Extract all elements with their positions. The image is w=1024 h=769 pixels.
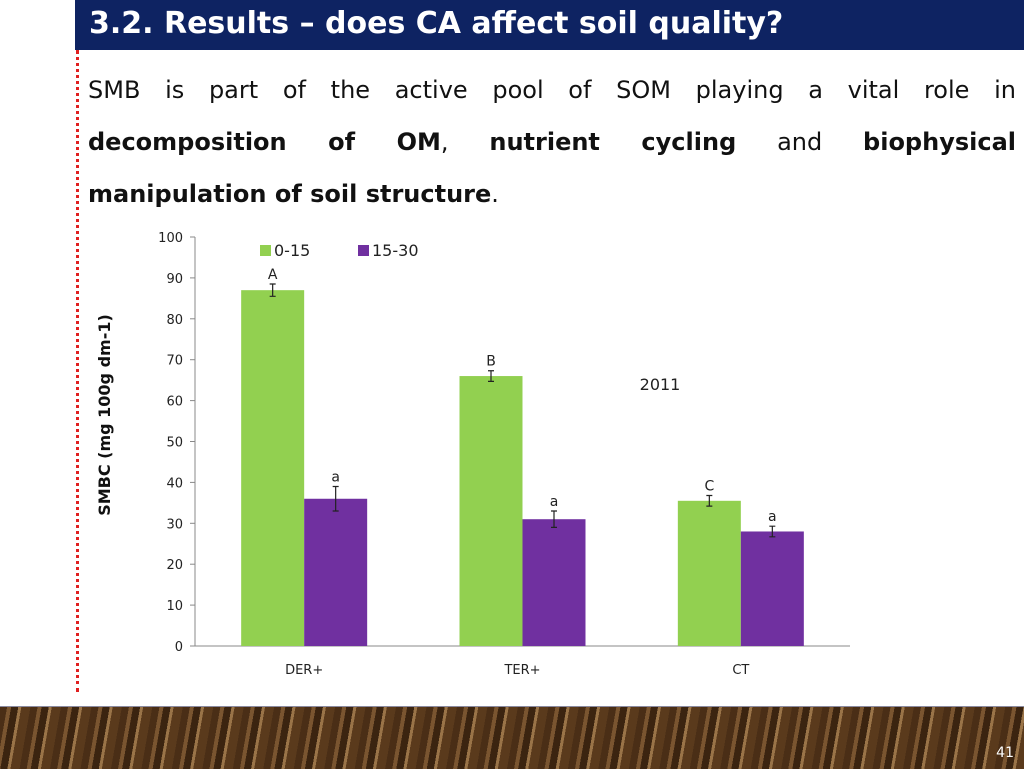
significance-letter: a (550, 494, 559, 510)
bar (241, 290, 305, 646)
bold-phrase: nutrient cycling (489, 128, 737, 156)
legend-swatch (260, 245, 271, 256)
y-tick-label: 40 (166, 476, 183, 491)
bar (304, 498, 368, 646)
significance-letter: A (268, 267, 278, 283)
y-tick-label: 50 (166, 436, 183, 451)
x-tick-label: CT (732, 663, 749, 678)
slide-paragraph: SMB is part of the active pool of SOM pl… (88, 64, 1016, 220)
paragraph-line-3: manipulation of soil structure. (88, 168, 1016, 220)
y-tick-label: 70 (166, 354, 183, 369)
bar (677, 500, 741, 646)
footer-soil-image: 41 (0, 706, 1024, 769)
error-bar (269, 283, 276, 297)
x-tick-label: DER+ (285, 663, 323, 678)
error-bar (769, 525, 776, 538)
bold-phrase: biophysical (863, 128, 1016, 156)
y-axis-label: SMBC (mg 100g dm-1) (95, 314, 114, 516)
bold-phrase: manipulation of soil structure (88, 180, 492, 208)
y-tick-label: 60 (166, 395, 183, 410)
text: . (491, 180, 499, 208)
legend-label: 15-30 (372, 241, 419, 260)
legend-swatch (358, 245, 369, 256)
y-tick-label: 100 (158, 231, 183, 246)
significance-letter: a (331, 469, 340, 485)
error-bar (706, 494, 713, 507)
bar-chart: SMBC (mg 100g dm-1) 0 10 20 30 40 50 60 70 80 90 1… (95, 231, 850, 678)
dotted-divider (76, 50, 79, 692)
x-tick-label: TER+ (503, 663, 540, 678)
slide-title: 3.2. Results – does CA affect soil quali… (89, 6, 784, 41)
y-tick-label: 80 (166, 313, 183, 328)
significance-letter: C (704, 478, 714, 494)
bar (522, 519, 586, 646)
error-bar (488, 370, 494, 382)
bar (459, 376, 523, 646)
y-tick-label: 10 (166, 599, 183, 614)
text: , (440, 128, 449, 156)
y-tick-label: 90 (166, 272, 183, 287)
significance-letter: a (768, 509, 777, 525)
y-tick-label: 0 (175, 640, 183, 655)
error-bar (332, 485, 339, 512)
text: and (777, 128, 823, 156)
page-number: 41 (996, 745, 1014, 761)
chart-annotation: 2011 (640, 375, 681, 394)
paragraph-line-1: SMB is part of the active pool of SOM pl… (88, 76, 1016, 104)
y-tick-label: 30 (166, 517, 183, 532)
legend-label: 0-15 (274, 241, 310, 260)
error-bar (551, 510, 557, 528)
bold-phrase: decomposition of OM (88, 128, 441, 156)
significance-letter: B (486, 354, 496, 370)
paragraph-line-2: decomposition of OM, nutrient cycling an… (88, 116, 1016, 168)
title-bar: 3.2. Results – does CA affect soil quali… (75, 0, 1024, 50)
y-tick-label: 20 (166, 558, 183, 573)
bar (740, 531, 804, 646)
